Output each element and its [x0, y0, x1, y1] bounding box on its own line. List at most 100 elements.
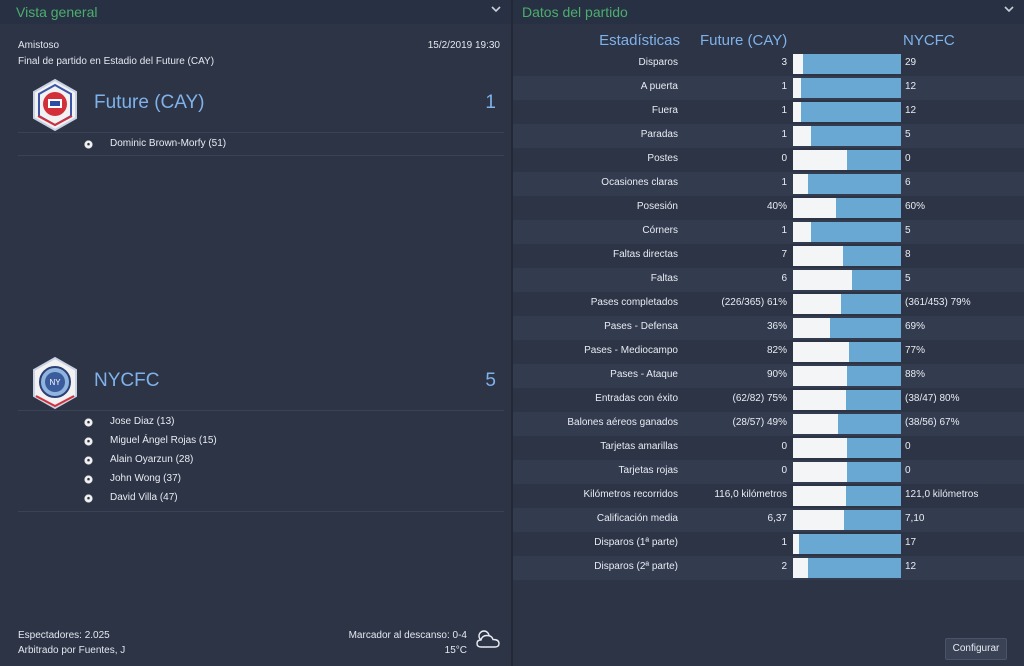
stat-row: Córners 1 5	[513, 220, 1024, 244]
stats-column-header: Estadísticas	[599, 32, 680, 49]
stat-row: Pases - Ataque 90% 88%	[513, 364, 1024, 388]
away-team-name[interactable]: NYCFC	[94, 370, 160, 391]
stat-home-value: (28/57) 49%	[732, 417, 787, 428]
stats-title: Datos del partido	[522, 4, 628, 20]
stat-home-bar	[793, 510, 844, 530]
stat-comparison-bar	[793, 390, 901, 410]
stat-away-value: (38/56) 67%	[905, 417, 960, 428]
overview-title: Vista general	[16, 4, 98, 20]
stat-away-value: 77%	[905, 345, 926, 356]
away-column-header: NYCFC	[903, 32, 955, 49]
scorer-name[interactable]: Dominic Brown-Morfy (51)	[110, 138, 227, 149]
stat-home-bar	[793, 270, 852, 290]
chevron-down-icon[interactable]	[1002, 2, 1016, 16]
stat-label: Pases - Mediocampo	[584, 345, 678, 356]
temperature-text: 15°C	[444, 645, 467, 656]
stat-home-bar	[793, 486, 846, 506]
stat-row: Calificación media 6,37 7,10	[513, 508, 1024, 532]
stat-away-value: (361/453) 79%	[905, 297, 971, 308]
stat-comparison-bar	[793, 102, 901, 122]
stat-home-bar	[793, 390, 846, 410]
stat-comparison-bar	[793, 534, 901, 554]
stat-label: Calificación media	[596, 513, 678, 524]
stat-label: Pases - Defensa	[604, 321, 678, 332]
stat-label: Fuera	[651, 105, 678, 116]
stat-away-value: 5	[905, 225, 911, 236]
football-icon	[84, 494, 93, 503]
chevron-down-icon[interactable]	[489, 2, 503, 16]
stat-home-bar	[793, 174, 808, 194]
stat-row: Faltas 6 5	[513, 268, 1024, 292]
scorer-name[interactable]: John Wong (37)	[110, 473, 181, 484]
match-datetime: 15/2/2019 19:30	[427, 40, 500, 51]
stat-row: Disparos (1ª parte) 1 17	[513, 532, 1024, 556]
scorer-name[interactable]: Jose Diaz (13)	[110, 416, 175, 427]
stat-home-bar	[793, 366, 847, 386]
stat-comparison-bar	[793, 54, 901, 74]
stat-home-value: 1	[781, 105, 787, 116]
stat-home-bar	[793, 78, 801, 98]
stat-comparison-bar	[793, 126, 901, 146]
stat-away-value: 121,0 kilómetros	[905, 489, 979, 500]
stat-comparison-bar	[793, 174, 901, 194]
stat-home-bar	[793, 462, 847, 482]
stat-label: Córners	[642, 225, 678, 236]
stat-home-bar	[793, 102, 801, 122]
competition-label: Amistoso	[18, 40, 60, 51]
stat-label: Faltas directas	[612, 249, 678, 260]
stat-label: Posesión	[636, 201, 678, 212]
stat-row: Fuera 1 12	[513, 100, 1024, 124]
stat-home-value: (226/365) 61%	[721, 297, 787, 308]
stat-label: A puerta	[640, 81, 678, 92]
stat-away-value: 12	[905, 81, 917, 92]
scorer-name[interactable]: Alain Oyarzun (28)	[110, 454, 194, 465]
stat-row: Pases - Mediocampo 82% 77%	[513, 340, 1024, 364]
stat-home-bar	[793, 414, 838, 434]
configure-button[interactable]: Configurar	[945, 638, 1007, 660]
attendance-text: Espectadores: 2.025	[18, 630, 110, 641]
stat-row: Tarjetas rojas 0 0	[513, 460, 1024, 484]
stat-home-bar	[793, 246, 843, 266]
stat-comparison-bar	[793, 414, 901, 434]
stat-home-bar	[793, 198, 836, 218]
stat-away-value: 69%	[905, 321, 926, 332]
stat-label: Entradas con éxito	[595, 393, 678, 404]
stat-row: Kilómetros recorridos 116,0 kilómetros 121…	[513, 484, 1024, 508]
stat-label: Balones aéreos ganados	[567, 417, 678, 428]
home-team-row: Future (CAY) 1	[18, 76, 504, 134]
divider	[18, 132, 504, 133]
stat-home-bar	[793, 558, 808, 578]
stat-comparison-bar	[793, 318, 901, 338]
stat-home-value: 116,0 kilómetros	[714, 489, 787, 500]
stat-comparison-bar	[793, 246, 901, 266]
stat-row: Faltas directas 7 8	[513, 244, 1024, 268]
home-team-crest[interactable]	[28, 78, 82, 132]
stat-row: Tarjetas amarillas 0 0	[513, 436, 1024, 460]
halftime-score-text: Marcador al descanso: 0-4	[348, 630, 467, 641]
stat-label: Tarjetas amarillas	[600, 441, 678, 452]
stat-row: Disparos (2ª parte) 2 12	[513, 556, 1024, 580]
stat-home-value: 1	[781, 129, 787, 140]
stat-home-value: 6,37	[767, 513, 787, 524]
home-team-name[interactable]: Future (CAY)	[94, 92, 205, 113]
stat-comparison-bar	[793, 294, 901, 314]
stat-away-value: 29	[905, 57, 917, 68]
stat-away-value: (38/47) 80%	[905, 393, 960, 404]
stat-label: Paradas	[640, 129, 678, 140]
stat-away-value: 5	[905, 273, 911, 284]
stat-comparison-bar	[793, 366, 901, 386]
scorer-name[interactable]: David Villa (47)	[110, 492, 178, 503]
stat-away-value: 8	[905, 249, 911, 260]
stat-home-value: 1	[781, 225, 787, 236]
stat-row: Disparos 3 29	[513, 52, 1024, 76]
stat-away-value: 7,10	[905, 513, 925, 524]
stat-comparison-bar	[793, 342, 901, 362]
away-team-crest[interactable]: NY	[28, 356, 82, 410]
stat-row: Entradas con éxito (62/82) 75% (38/47) 80%	[513, 388, 1024, 412]
scorer-name[interactable]: Miguel Ángel Rojas (15)	[110, 435, 217, 446]
stat-home-value: 2	[781, 561, 787, 572]
overview-panel: Vista general Amistoso 15/2/2019 19:30 F…	[16, 0, 513, 666]
stat-home-bar	[793, 342, 849, 362]
stat-home-value: 7	[781, 249, 787, 260]
stat-home-bar	[793, 150, 847, 170]
